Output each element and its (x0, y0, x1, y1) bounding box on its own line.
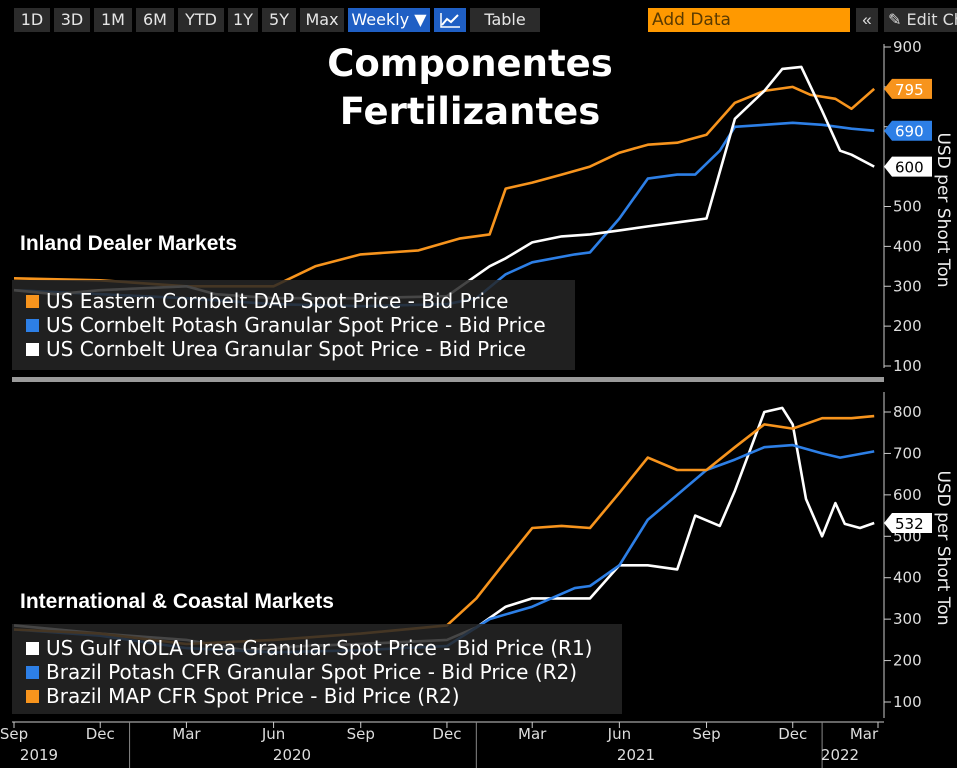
y-tick-label-p2-0: 100 (893, 693, 922, 711)
chart-title: Componentes Fertilizantes (327, 42, 613, 133)
legend-swatch-nola-urea (26, 642, 39, 655)
legend-swatch-brazil-potash (26, 666, 39, 679)
last-value-label-p1-1: 690 (895, 123, 924, 141)
legend-panel1: US Eastern Cornbelt DAP Spot Price - Bid… (12, 280, 575, 370)
edit-chart-button[interactable]: ✎ Edit Cha (884, 8, 957, 32)
x-tick-label-7: Jun (607, 725, 631, 743)
y-tick-label-p1-8: 900 (893, 38, 922, 56)
legend-swatch-potash (26, 319, 39, 332)
y-tick-label-p1-2: 300 (893, 277, 922, 295)
panel2-title: International & Coastal Markets (20, 590, 334, 613)
x-tick-label-2: Mar (172, 725, 201, 743)
x-tick-label-9: Dec (778, 725, 807, 743)
y-tick-label-p1-3: 400 (893, 237, 922, 255)
panel1-title: Inland Dealer Markets (20, 232, 238, 255)
range-1y-button[interactable]: 1Y (228, 8, 258, 32)
y-tick-label-p2-2: 300 (893, 610, 922, 628)
x-tick-label-5: Dec (432, 725, 461, 743)
last-value-label-p1-0: 795 (895, 81, 924, 99)
y-tick-label-p2-5: 600 (893, 486, 922, 504)
range-3d-button[interactable]: 3D (54, 8, 90, 32)
last-value-label-p2-0: 532 (895, 515, 924, 533)
toolbar: 1D 3D 1M 6M YTD 1Y 5Y Max Weekly ▼ Table… (0, 0, 957, 38)
range-1m-button[interactable]: 1M (94, 8, 132, 32)
legend-swatch-urea (26, 343, 39, 356)
table-button[interactable]: Table (470, 8, 540, 32)
y-tick-label-p2-7: 800 (893, 403, 922, 421)
collapse-button[interactable]: « (856, 8, 878, 32)
y-axis-label-p1: USD per Short Ton (933, 132, 953, 287)
x-tick-label-4: Sep (347, 725, 375, 743)
add-data-input[interactable]: Add Data (648, 8, 850, 32)
y-tick-label-p2-6: 700 (893, 444, 922, 462)
legend-item-urea: US Cornbelt Urea Granular Spot Price - B… (46, 337, 526, 361)
legend-item-nola-urea: US Gulf NOLA Urea Granular Spot Price - … (46, 636, 593, 660)
x-tick-label-3: Jun (261, 725, 285, 743)
legend-swatch-dap (26, 295, 39, 308)
x-tick-label-6: Mar (518, 725, 547, 743)
x-tick-label-1: Dec (86, 725, 115, 743)
y-tick-label-p2-1: 200 (893, 652, 922, 670)
range-1d-button[interactable]: 1D (14, 8, 50, 32)
series-line-p1-1 (13, 85, 876, 288)
last-value-tag-p2-0 (884, 513, 932, 534)
y-axis-label-p2: USD per Short Ton (933, 470, 953, 625)
legend-panel2: US Gulf NOLA Urea Granular Spot Price - … (12, 624, 622, 714)
legend-item-dap: US Eastern Cornbelt DAP Spot Price - Bid… (46, 289, 509, 313)
range-ytd-button[interactable]: YTD (178, 8, 224, 32)
x-year-label-3: 2022 (821, 746, 859, 764)
panel-divider (12, 377, 884, 382)
y-tick-label-p1-0: 100 (893, 357, 922, 375)
range-6m-button[interactable]: 6M (136, 8, 174, 32)
range-max-button[interactable]: Max (300, 8, 344, 32)
last-value-label-p1-2: 600 (895, 159, 924, 177)
x-year-label-2: 2021 (617, 746, 655, 764)
legend-item-brazil-potash: Brazil Potash CFR Granular Spot Price - … (46, 660, 577, 684)
line-chart-button[interactable] (434, 8, 466, 32)
x-tick-label-8: Sep (692, 725, 720, 743)
range-5y-button[interactable]: 5Y (262, 8, 296, 32)
x-year-label-1: 2020 (273, 746, 311, 764)
series-line-p2-2 (13, 443, 875, 654)
legend-item-brazil-map: Brazil MAP CFR Spot Price - Bid Price (R… (46, 684, 460, 708)
line-chart-icon (440, 13, 460, 28)
last-value-tag-p1-0 (884, 78, 932, 99)
x-year-label-0: 2019 (20, 746, 58, 764)
series-line-p1-2 (13, 121, 875, 308)
y-tick-label-p1-1: 200 (893, 317, 922, 335)
legend-swatch-brazil-map (26, 690, 39, 703)
y-tick-label-p1-4: 500 (893, 198, 922, 216)
last-value-tag-p1-2 (884, 156, 932, 177)
x-tick-label-0: Sep (0, 725, 28, 743)
legend-item-potash: US Cornbelt Potash Granular Spot Price -… (46, 313, 546, 337)
y-tick-label-p2-3: 400 (893, 569, 922, 587)
x-tick-label-10: Mar (850, 725, 879, 743)
last-value-tag-p1-1 (884, 120, 932, 141)
frequency-dropdown[interactable]: Weekly ▼ (348, 8, 430, 32)
